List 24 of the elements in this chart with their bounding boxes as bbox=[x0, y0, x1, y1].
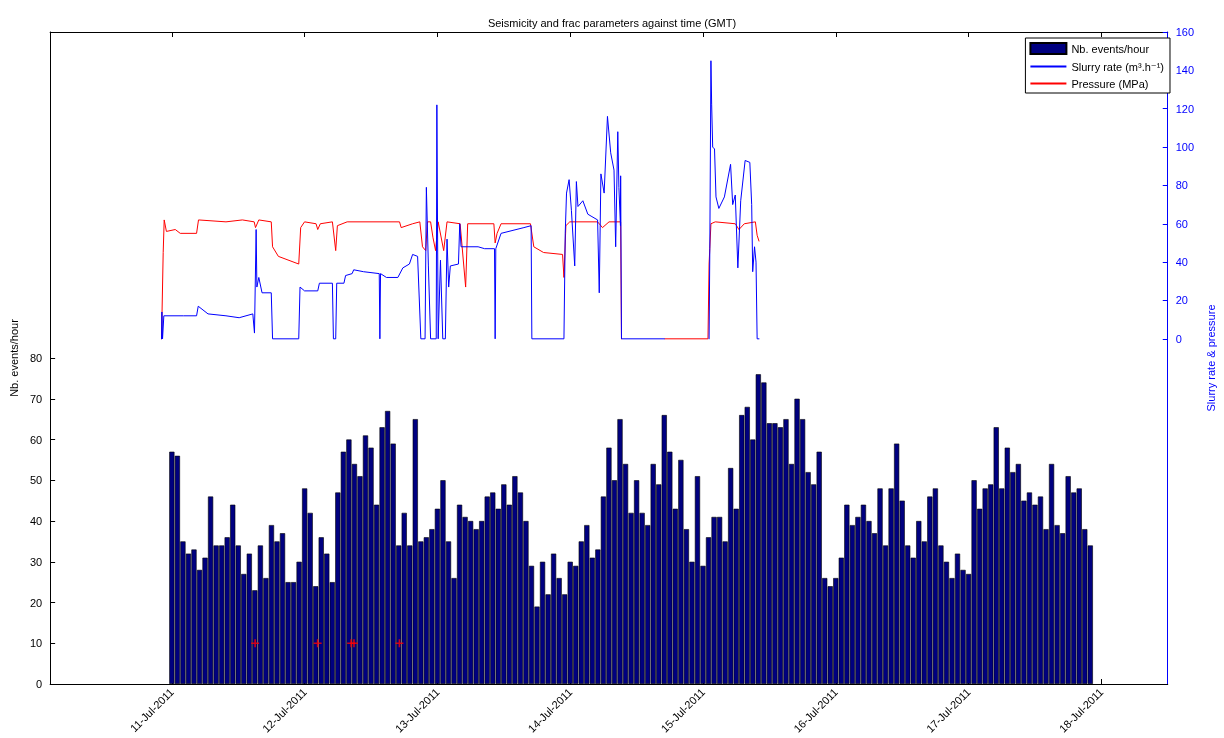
y-axis-title: Nb. events/hour bbox=[7, 318, 20, 397]
y2-tick-label: 40 bbox=[1175, 256, 1188, 269]
y2-tick-label: 100 bbox=[1175, 141, 1195, 154]
y2-tick-label: 20 bbox=[1175, 294, 1188, 307]
y2-tick-label: 60 bbox=[1175, 217, 1188, 230]
y-tick-label: 10 bbox=[29, 637, 43, 650]
y2-tick-label: 120 bbox=[1175, 102, 1195, 115]
y-tick-label: 40 bbox=[29, 515, 43, 527]
y-tick-label: 80 bbox=[29, 352, 43, 364]
y-tick-label: 60 bbox=[29, 433, 43, 446]
y-tick-label: 0 bbox=[36, 678, 43, 690]
y2-tick-label: 0 bbox=[1175, 332, 1182, 345]
y2-tick-label: 160 bbox=[1175, 26, 1195, 38]
y-tick-label: 20 bbox=[29, 596, 43, 609]
legend-label: Slurry rate (m³.h⁻¹) bbox=[1071, 60, 1165, 73]
legend-label: Pressure (MPa) bbox=[1071, 77, 1149, 90]
y2-axis-title: Slurry rate & pressure bbox=[1204, 304, 1217, 412]
y2-tick-label: 140 bbox=[1175, 64, 1195, 77]
y-tick-label: 70 bbox=[29, 392, 43, 405]
y-tick-label: 30 bbox=[29, 555, 43, 568]
y2-tick-label: 80 bbox=[1175, 179, 1188, 192]
legend-label: Nb. events/hour bbox=[1071, 42, 1150, 55]
y-tick-label: 50 bbox=[29, 474, 43, 487]
chart-title: Seismicity and frac parameters against time (GMT) bbox=[487, 16, 737, 29]
